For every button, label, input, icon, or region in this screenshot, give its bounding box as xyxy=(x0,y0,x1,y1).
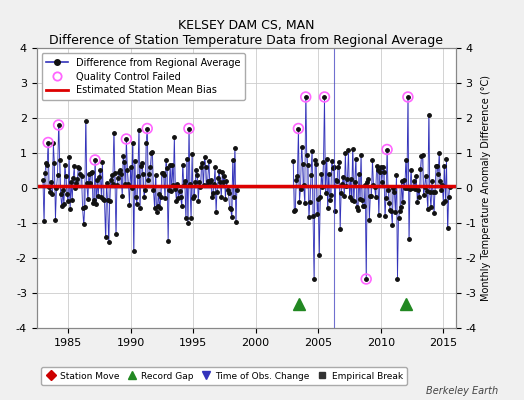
Point xyxy=(320,94,329,100)
Point xyxy=(44,139,52,146)
Point xyxy=(185,125,193,132)
Point xyxy=(143,125,151,132)
Text: Berkeley Earth: Berkeley Earth xyxy=(425,386,498,396)
Title: KELSEY DAM CS, MAN
Difference of Station Temperature Data from Regional Average: KELSEY DAM CS, MAN Difference of Station… xyxy=(49,19,443,47)
Point xyxy=(403,94,412,100)
Point xyxy=(54,122,63,128)
Y-axis label: Monthly Temperature Anomaly Difference (°C): Monthly Temperature Anomaly Difference (… xyxy=(481,75,491,301)
Point xyxy=(91,157,99,163)
Point xyxy=(122,136,130,142)
Point xyxy=(301,94,310,100)
Point xyxy=(294,125,303,132)
Point xyxy=(383,146,391,153)
Legend: Station Move, Record Gap, Time of Obs. Change, Empirical Break: Station Move, Record Gap, Time of Obs. C… xyxy=(41,367,407,385)
Point xyxy=(362,276,370,282)
